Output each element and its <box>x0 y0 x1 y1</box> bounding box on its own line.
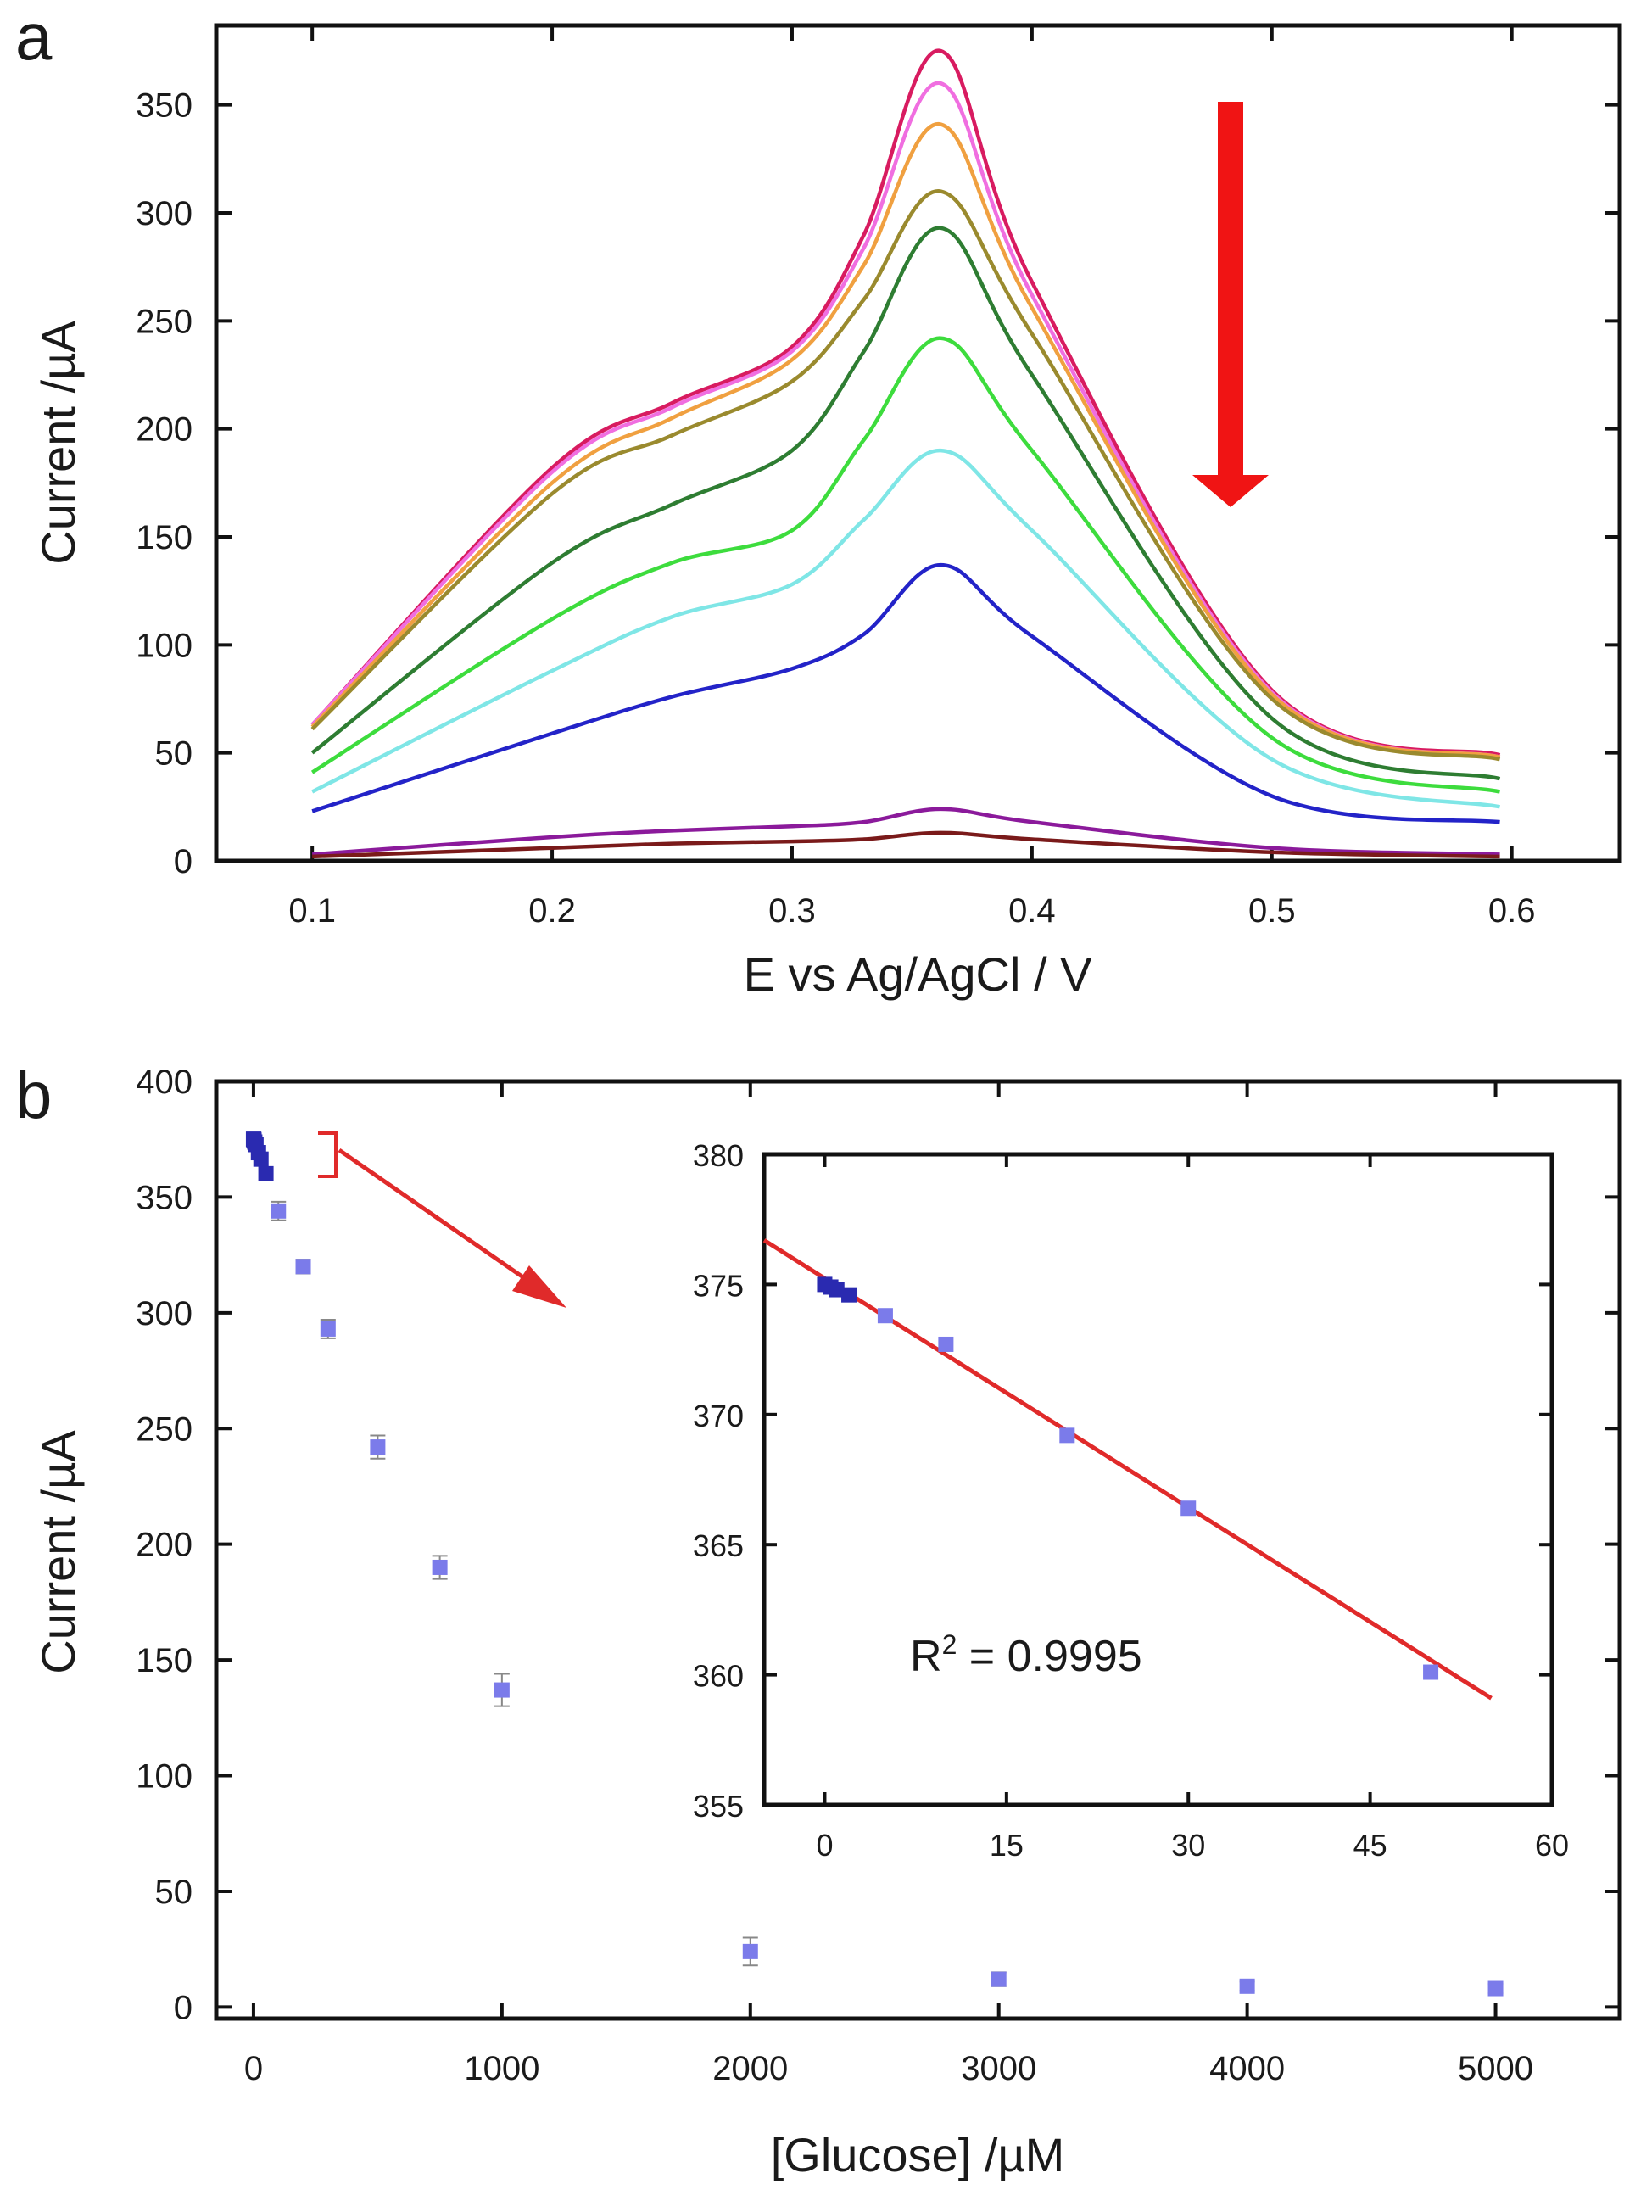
x-tick-label: 0.6 <box>1488 892 1536 930</box>
y-tick-label: 150 <box>136 1642 193 1679</box>
y-tick-label: 50 <box>155 735 193 773</box>
panel-b-ticks: 0 1000 2000 3000 4000 50000501001502002503003… <box>136 1064 1620 2087</box>
inset-point-8 <box>1180 1500 1197 1517</box>
x-tick-label: 0.4 <box>1008 892 1056 930</box>
voltammogram-curve-9 <box>312 807 1500 857</box>
voltammogram-curve-10 <box>312 830 1500 859</box>
decreasing-current-arrow <box>1192 102 1269 507</box>
data-point-18 <box>1487 1980 1504 1997</box>
panel-a-curves <box>310 48 1501 859</box>
voltammogram-curve-8 <box>311 562 1500 824</box>
y-tick-label: 380 <box>693 1138 744 1173</box>
y-tick-label: 50 <box>155 1874 193 1911</box>
panel-a-chart: 0.1 0.2 0.3 0.4 0.5 0.6050100150200250300350 … <box>31 23 1622 1001</box>
inset-ticks: 0 15 30 45 60 355 360 365 370 375 380 <box>693 1138 1569 1863</box>
panel-b-points <box>245 1131 1504 1997</box>
data-point-8 <box>258 1165 274 1181</box>
panel-a-y-axis-title: Current /µA <box>31 321 85 565</box>
inset-point-6 <box>938 1336 954 1352</box>
voltammogram-curve-6 <box>310 336 1501 794</box>
x-tick-label: 15 <box>990 1828 1024 1863</box>
panel-b-label: b <box>15 1058 52 1132</box>
data-point-12 <box>370 1439 386 1455</box>
y-tick-label: 365 <box>693 1528 744 1563</box>
x-tick-label: 45 <box>1353 1828 1387 1863</box>
inset-point-7 <box>1059 1427 1075 1444</box>
voltammogram-curve-4 <box>310 189 1501 762</box>
x-tick-label: 60 <box>1535 1828 1569 1863</box>
y-tick-label: 370 <box>693 1399 744 1433</box>
x-tick-label: 30 <box>1171 1828 1205 1863</box>
y-tick-label: 355 <box>693 1789 744 1824</box>
panel-b-chart: 0 1000 2000 3000 4000 50000501001502002503003… <box>31 1064 1622 2181</box>
y-tick-label: 200 <box>136 411 193 449</box>
panel-a-label: a <box>15 0 53 74</box>
y-tick-label: 300 <box>136 195 193 232</box>
data-point-11 <box>320 1321 336 1337</box>
inset-points <box>817 1276 1439 1680</box>
voltammogram-curve-1 <box>310 48 1501 757</box>
x-tick-label: 5000 <box>1458 2050 1533 2087</box>
x-tick-label: 2000 <box>712 2050 788 2087</box>
y-tick-label: 400 <box>136 1064 193 1101</box>
voltammogram-curve-3 <box>310 122 1501 759</box>
voltammogram-curve-7 <box>311 448 1501 809</box>
inset-point-4 <box>841 1287 857 1303</box>
y-tick-label: 300 <box>136 1295 193 1332</box>
data-point-10 <box>295 1259 311 1275</box>
voltammogram-curve-5 <box>310 226 1501 781</box>
data-point-13 <box>432 1559 448 1575</box>
y-tick-label: 350 <box>136 1179 193 1216</box>
inset-point-3 <box>829 1282 845 1298</box>
inset-plot-frame <box>762 1152 1554 1807</box>
voltammogram-curve-2 <box>310 81 1501 759</box>
zoom-bracket <box>318 1131 338 1178</box>
panel-b-y-axis-title: Current /µA <box>31 1430 85 1674</box>
y-tick-label: 250 <box>136 303 193 340</box>
panel-b-plot-frame <box>214 1079 1622 2021</box>
panel-a-ticks: 0.1 0.2 0.3 0.4 0.5 0.6 0 50 100 150 200 250 300 350 <box>136 25 1620 930</box>
x-tick-label: 0 <box>816 1828 833 1863</box>
y-tick-label: 350 <box>136 87 193 125</box>
x-tick-label: 3000 <box>961 2050 1036 2087</box>
inset-chart: 0 15 30 45 60 355 360 365 370 375 380 R2 = 0.9995 <box>693 1138 1569 1863</box>
y-tick-label: 150 <box>136 519 193 556</box>
y-tick-label: 375 <box>693 1268 744 1303</box>
x-tick-label: 0 <box>244 2050 263 2087</box>
x-tick-label: 1000 <box>464 2050 539 2087</box>
y-tick-label: 250 <box>136 1410 193 1448</box>
y-tick-label: 100 <box>136 627 193 664</box>
y-tick-label: 100 <box>136 1758 193 1796</box>
data-point-7 <box>253 1151 269 1167</box>
x-tick-label: 4000 <box>1209 2050 1285 2087</box>
inset-point-5 <box>877 1308 893 1324</box>
zoom-arrow <box>338 1148 566 1308</box>
y-tick-label: 360 <box>693 1659 744 1694</box>
inset-point-9 <box>1423 1664 1439 1680</box>
y-tick-label: 0 <box>174 1989 193 2026</box>
data-point-16 <box>991 1971 1007 1987</box>
y-tick-label: 200 <box>136 1527 193 1564</box>
x-tick-label: 0.5 <box>1248 892 1296 930</box>
data-point-14 <box>494 1682 510 1698</box>
y-tick-label: 0 <box>174 843 193 880</box>
data-point-15 <box>742 1943 758 1959</box>
data-point-17 <box>1239 1978 1255 1994</box>
x-tick-label: 0.3 <box>768 892 816 930</box>
panel-b-x-axis-title: [Glucose] /µM <box>771 2128 1065 2181</box>
data-point-9 <box>271 1203 287 1219</box>
r-squared-label: R2 = 0.9995 <box>910 1629 1142 1681</box>
x-tick-label: 0.2 <box>528 892 576 930</box>
panel-a-x-axis-title: E vs Ag/AgCl / V <box>744 947 1092 1001</box>
x-tick-label: 0.1 <box>288 892 336 930</box>
panel-a-plot-frame <box>214 23 1622 863</box>
